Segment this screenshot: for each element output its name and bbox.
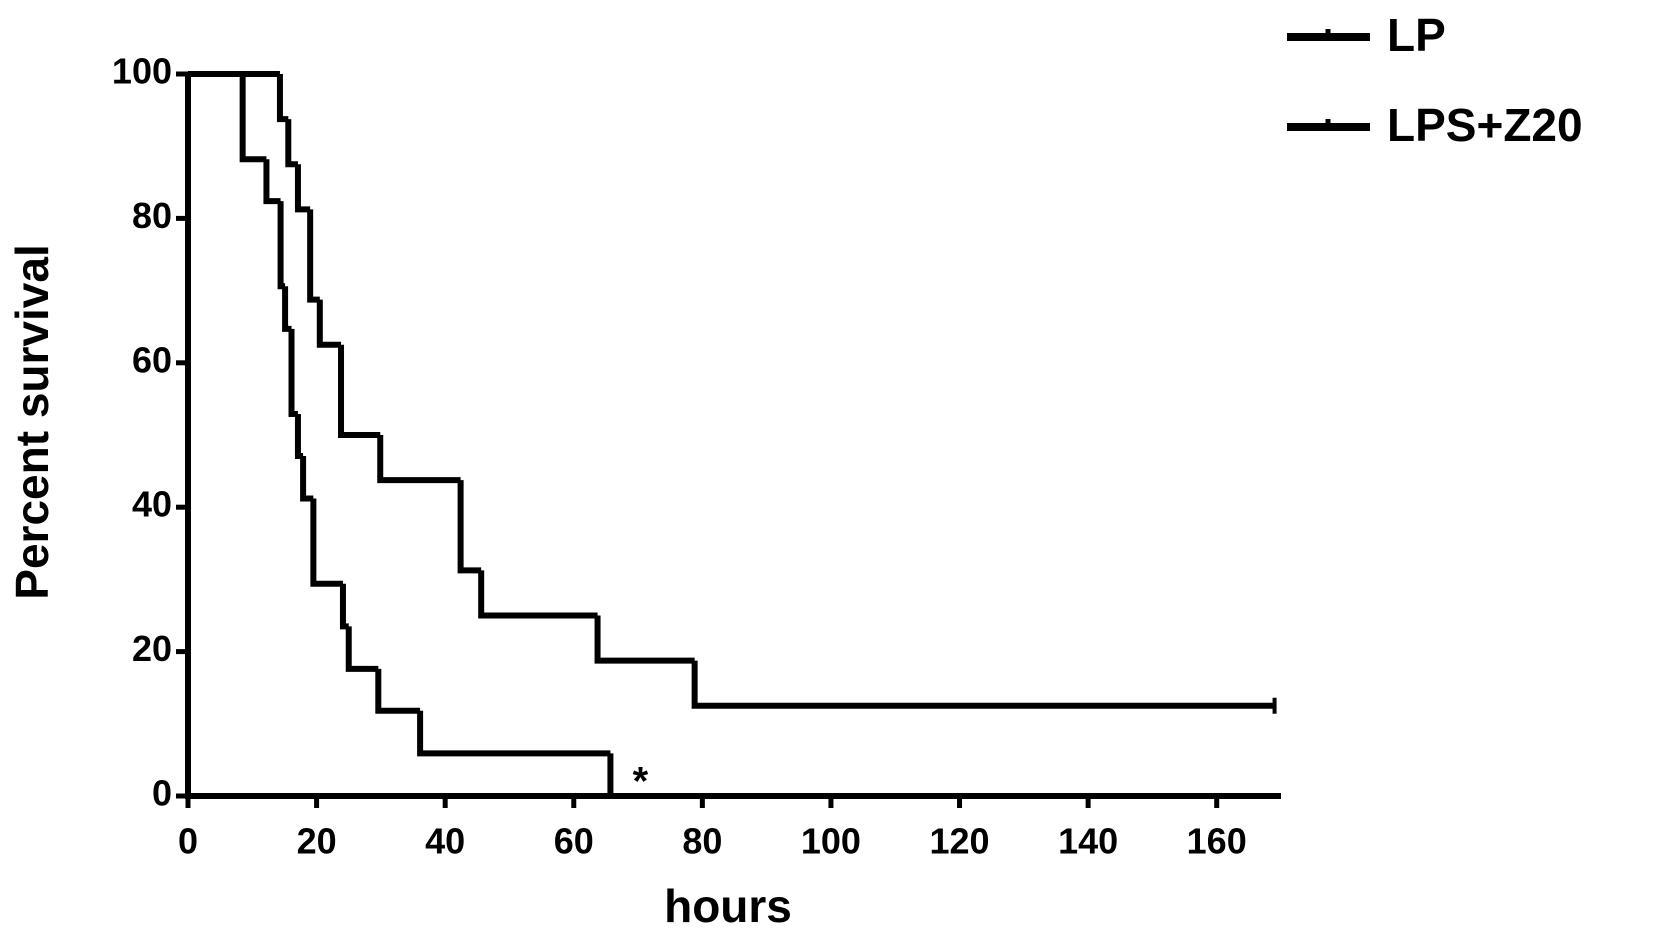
survival-step <box>239 74 267 163</box>
survival-step <box>294 414 304 459</box>
survival-step <box>310 498 343 587</box>
x-tick-label: 80 <box>682 821 722 862</box>
legend-label: LP <box>1387 9 1446 61</box>
x-tick-label: 100 <box>801 821 861 862</box>
y-tick-label: 40 <box>132 484 172 525</box>
y-tick-label: 60 <box>132 339 172 380</box>
y-tick-label: 80 <box>132 195 172 236</box>
survival-step <box>339 583 349 630</box>
x-tick-label: 60 <box>554 821 594 862</box>
survival-step <box>288 328 298 418</box>
y-tick-label: 20 <box>132 628 172 669</box>
x-tick-label: 160 <box>1187 821 1247 862</box>
survival-step <box>457 480 482 574</box>
x-tick-label: 0 <box>178 821 198 862</box>
y-tick-label: 100 <box>112 51 172 92</box>
survival-step <box>377 435 461 484</box>
survival-step <box>375 668 421 714</box>
survival-step <box>300 455 314 502</box>
survival-step <box>691 660 1275 709</box>
x-tick-label: 40 <box>425 821 465 862</box>
x-axis-title: hours <box>664 880 792 932</box>
survival-step <box>316 299 342 348</box>
survival-step <box>263 159 281 205</box>
x-tick-label: 20 <box>297 821 337 862</box>
survival-step <box>276 74 289 123</box>
legend-label: LPS+Z20 <box>1387 99 1583 151</box>
x-tick-label: 120 <box>929 821 989 862</box>
survival-step <box>277 201 286 290</box>
survival-step <box>307 209 320 303</box>
y-tick-label: 0 <box>152 773 172 814</box>
survival-step <box>285 119 298 168</box>
survival-step <box>282 286 292 332</box>
y-axis-title: Percent survival <box>6 244 58 599</box>
survival-step <box>338 344 381 438</box>
x-tick-label: 140 <box>1058 821 1118 862</box>
survival-step <box>594 615 695 664</box>
survival-step <box>294 164 311 213</box>
survival-step <box>345 626 379 672</box>
survival-step <box>417 710 611 757</box>
annotation: * <box>633 760 649 804</box>
survival-step <box>478 570 598 619</box>
